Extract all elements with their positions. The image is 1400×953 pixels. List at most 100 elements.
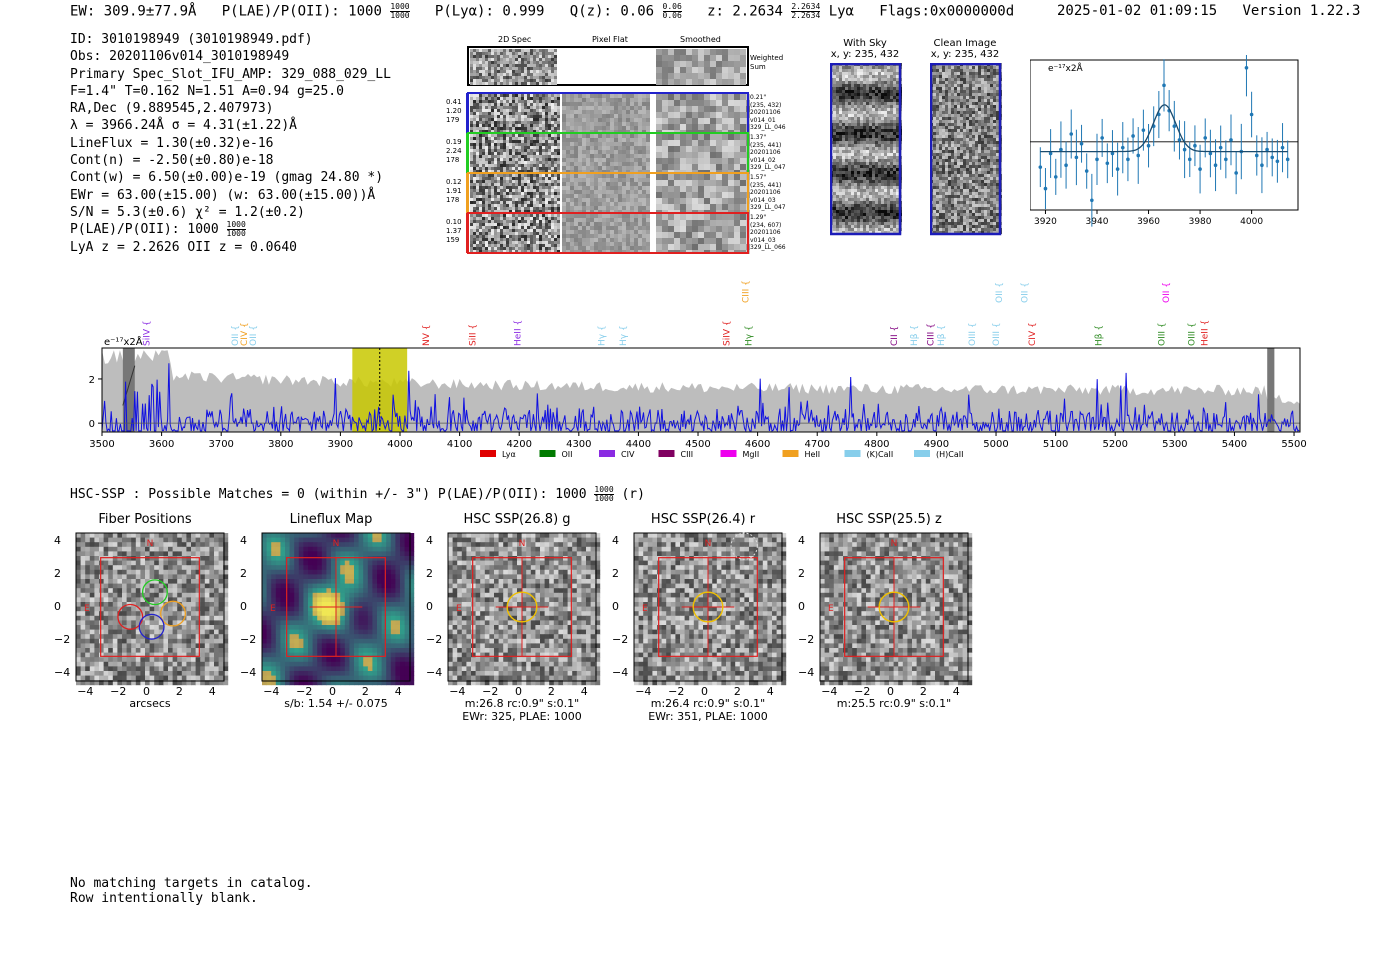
zoom-point [1090, 198, 1094, 203]
zoom-fit-curve [1040, 104, 1288, 153]
zoom-point [1095, 157, 1099, 162]
panel-xtick: 4 [952, 685, 960, 698]
emission-line-label: HeII { [1201, 320, 1211, 346]
info-contw: Cont(w) = 6.50(±0.00)e-19 (gmag 24.80 *) [70, 170, 384, 186]
panel-caption-2: EWr: 351, PLAE: 1000 [648, 710, 768, 723]
zoom-point [1120, 145, 1125, 150]
info-obs: Obs: 20201106v014_3010198949 [70, 49, 290, 65]
zoom-point [1141, 128, 1146, 132]
spectrum-unit: e⁻¹⁷x2Å [104, 335, 143, 348]
qz-label: Q(z): 0.06 [569, 3, 655, 20]
panel-caption-2: EWr: 325, PLAE: 1000 [462, 710, 582, 723]
emission-line-label: SiIV { [723, 320, 733, 346]
legend-label: (K)CaII [867, 450, 894, 459]
cutout-row-left-2: 0.12 1.91 178 [446, 178, 462, 204]
clean-image-header: Clean Image x, y: 235, 432 [928, 38, 1002, 60]
panel-ytick: 4 [426, 534, 433, 548]
zoom-point [1285, 157, 1290, 162]
emission-line-label: CIII { [742, 280, 752, 303]
panel-ytick: 4 [54, 534, 61, 548]
spectrum-xtick: 4700 [804, 439, 829, 450]
cutout-row-right-2: 1.57" (235, 441) 20201106 v014_03 329_LL_047 [750, 174, 786, 211]
panel-xtick: 4 [580, 685, 588, 698]
fiber-circle [141, 579, 168, 606]
spectrum-xtick: 4900 [924, 439, 949, 450]
panel-caption: arcsecs [129, 697, 171, 710]
panel-xtick: −4 [77, 685, 94, 698]
spectrum-mask-left [122, 348, 135, 432]
spectrum-xtick: 5200 [1103, 439, 1128, 450]
panel-xtick: −4 [449, 685, 466, 698]
panel-xtick: −2 [296, 685, 313, 698]
zoom-xtick: 3960 [1137, 217, 1160, 227]
panel-ytick: −2 [426, 632, 443, 646]
cutout-images [466, 46, 750, 254]
panel-ytick: 0 [240, 600, 247, 613]
emission-line-label: CII { [890, 326, 900, 346]
panel-ytick: −4 [612, 665, 629, 679]
panel-ytick: 4 [240, 534, 247, 548]
info-lineflux: LineFlux = 1.30(±0.32)e-16 [70, 135, 274, 151]
panel-ytick: 0 [426, 600, 433, 613]
zoom-xtick: 3980 [1189, 217, 1212, 227]
info-primary: Primary Spec_Slot_IFU_AMP: 329_088_029_L… [70, 66, 391, 82]
zoom-point [1193, 143, 1197, 148]
with-sky-header: With Sky x, y: 235, 432 [828, 38, 902, 60]
north-label: N [519, 539, 526, 549]
emission-line-label: Hγ { [745, 325, 755, 346]
panel-ytick: 4 [612, 534, 619, 548]
cutout-row-left-1: 0.19 2.24 178 [446, 138, 462, 164]
info-contn: Cont(n) = -2.50(±0.80)e-18 [70, 153, 274, 169]
panel-xtick: 0 [515, 685, 522, 698]
zoom-xtick: 3920 [1034, 217, 1057, 227]
spectrum-xtick: 5300 [1162, 439, 1187, 450]
panel-image: NE [819, 532, 973, 686]
zoom-point [1198, 167, 1202, 171]
panel-ytick: 0 [54, 600, 61, 613]
north-label: N [705, 539, 712, 549]
legend-label: OII [562, 450, 573, 459]
info-lambda: λ = 3966.24Å σ = 4.31(±1.22)Å [70, 118, 297, 134]
z-line: Lyα [828, 3, 854, 20]
panel-title: HSC SSP(25.5) z [836, 512, 942, 527]
zoom-point [1270, 155, 1275, 160]
panel-xtick: 4 [394, 685, 402, 698]
aperture-circle [506, 591, 538, 623]
zoom-point [1182, 147, 1187, 152]
panel-xtick: 2 [733, 685, 741, 698]
panel-ytick: −4 [54, 665, 71, 679]
zoom-point [1131, 134, 1135, 138]
z-fraction: 2.2634 2.2634 [791, 2, 821, 20]
zoom-point [1110, 151, 1115, 156]
hsc-suffix: (r) [621, 487, 645, 502]
emission-line-label: OIII { [968, 322, 978, 346]
legend-swatch [782, 450, 799, 457]
flags-value: Flags:0x0000000d [879, 3, 1015, 20]
spectrum-mask-right [1267, 348, 1275, 432]
emission-line-label: Hβ { [937, 325, 947, 346]
plya-value: P(Lyα): 0.999 [434, 3, 545, 20]
info-radec: RA,Dec (9.889545,2.407973) [70, 101, 274, 117]
legend-label: MgII [743, 450, 760, 459]
zoom-point [1280, 145, 1285, 150]
panel-ytick: −4 [240, 665, 257, 679]
clean-image-title: Clean Image [933, 38, 997, 49]
emission-line-label: SiIV { [143, 320, 153, 346]
zoom-point [1172, 124, 1177, 129]
panel-ytick: 0 [798, 600, 805, 613]
spectrum-xtick: 4000 [387, 439, 412, 450]
panel-xtick: 4 [208, 685, 216, 698]
panel-xtick: 0 [143, 685, 150, 698]
north-label: N [333, 539, 340, 549]
version: Version 1.22.3 [1242, 3, 1361, 19]
panel-caption: m:25.5 rc:0.9" s:0.1" [836, 697, 952, 710]
panel-xtick: 2 [175, 685, 183, 698]
col-smoothed: Smoothed [680, 35, 721, 44]
zoom-point [1146, 143, 1151, 148]
info-lya-z: LyA z = 2.2626 OII z = 0.0640 [70, 239, 297, 255]
aperture-circle [878, 591, 910, 623]
spectrum-ytick: 0 [89, 419, 95, 430]
